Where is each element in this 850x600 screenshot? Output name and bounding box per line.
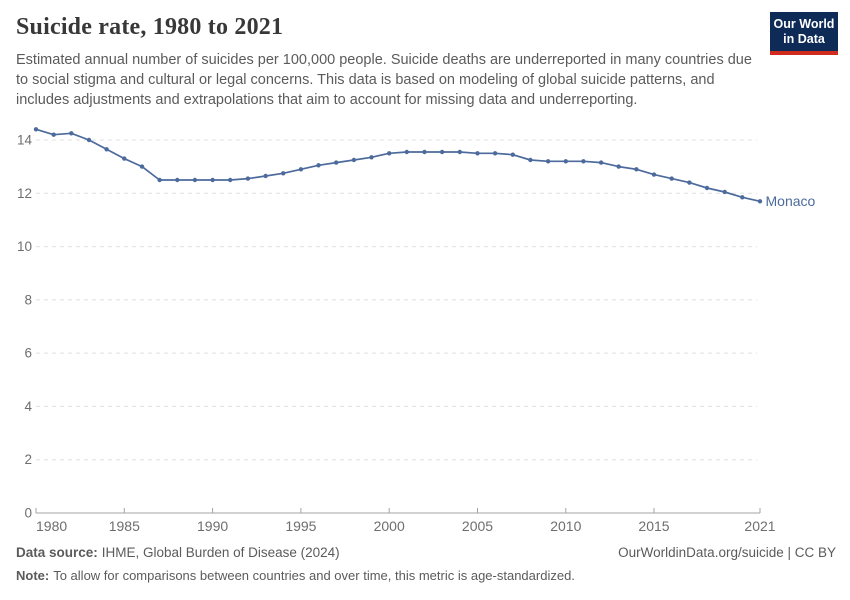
data-point[interactable] [634,167,639,172]
data-point[interactable] [510,152,515,157]
owid-logo-text: Our World in Data [770,12,838,51]
owid-logo[interactable]: Our World in Data [770,12,838,55]
data-point[interactable] [263,173,268,179]
data-point[interactable] [192,177,198,183]
data-point[interactable] [369,155,374,160]
data-point[interactable] [228,177,233,183]
data-point[interactable] [457,149,462,155]
data-point[interactable] [616,164,621,169]
note-label: Note: [16,568,50,583]
x-axis-tick-label: 2010 [550,518,581,534]
data-point[interactable] [563,159,568,164]
data-point[interactable] [139,164,145,169]
data-point[interactable] [387,151,392,156]
data-point[interactable] [651,172,657,177]
data-source: Data source: IHME, Global Burden of Disea… [16,545,340,561]
y-axis-tick-label: 12 [17,186,32,201]
chart-header: Suicide rate, 1980 to 2021 Estimated ann… [16,14,776,110]
data-point[interactable] [351,157,357,163]
data-point[interactable] [86,137,92,143]
data-point[interactable] [157,177,162,183]
y-axis-tick-label: 2 [24,452,32,467]
x-axis-tick-label: 2015 [638,518,669,534]
data-point[interactable] [422,149,427,155]
x-axis-tick-label: 2000 [374,518,405,534]
series-line-monaco[interactable] [35,128,761,203]
data-point[interactable] [757,199,763,204]
y-axis-tick-label: 6 [24,346,32,361]
x-axis-tick-label: 1980 [36,518,67,534]
data-point[interactable] [122,156,127,161]
y-axis-tick-label: 4 [24,399,32,414]
y-axis-tick-label: 10 [17,239,32,254]
series-end-label[interactable]: Monaco [766,193,816,209]
data-point[interactable] [210,177,215,183]
data-point[interactable] [439,149,445,155]
data-point[interactable] [545,159,551,164]
note-text: To allow for comparisons between countri… [53,568,575,583]
data-point[interactable] [298,167,304,172]
data-point[interactable] [334,160,339,165]
license-link[interactable]: OurWorldinData.org/suicide | CC BY [618,545,836,560]
x-axis-tick-label: 1985 [109,518,140,534]
data-point[interactable] [175,177,180,183]
chart-subtitle: Estimated annual number of suicides per … [16,52,752,108]
data-point[interactable] [33,127,39,132]
owid-logo-stripe [770,51,838,55]
x-axis-tick-label: 1990 [197,518,228,534]
data-point[interactable] [281,171,286,176]
page-title: Suicide rate, 1980 to 2021 [16,14,284,40]
chart-footer: Data source: IHME, Global Burden of Disea… [16,545,836,584]
data-point[interactable] [740,195,745,200]
data-point[interactable] [581,159,586,164]
owid-logo-line1: Our World [773,17,835,31]
data-point[interactable] [687,180,692,185]
footnote: Note: To allow for comparisons between co… [16,568,836,584]
data-point[interactable] [528,157,533,163]
x-axis-tick-label: 1995 [285,518,316,534]
x-axis-tick-label: 2005 [462,518,493,534]
data-source-label: Data source: [16,545,98,560]
data-point[interactable] [598,160,604,165]
y-axis-tick-label: 14 [17,133,33,148]
data-point[interactable] [104,147,109,152]
data-point[interactable] [245,176,251,181]
data-point[interactable] [404,149,409,155]
data-point[interactable] [51,132,56,137]
y-axis-tick-label: 8 [24,292,32,307]
x-axis-tick-label: 2021 [744,518,775,534]
data-point[interactable] [704,185,710,191]
owid-logo-line2: in Data [783,32,825,46]
data-point[interactable] [722,189,727,195]
data-point[interactable] [669,176,674,181]
data-point[interactable] [492,151,498,156]
data-point[interactable] [69,131,74,136]
y-axis-tick-label: 0 [24,506,32,521]
data-source-text: IHME, Global Burden of Disease (2024) [101,545,340,560]
data-point[interactable] [316,163,321,168]
data-point[interactable] [475,151,480,156]
